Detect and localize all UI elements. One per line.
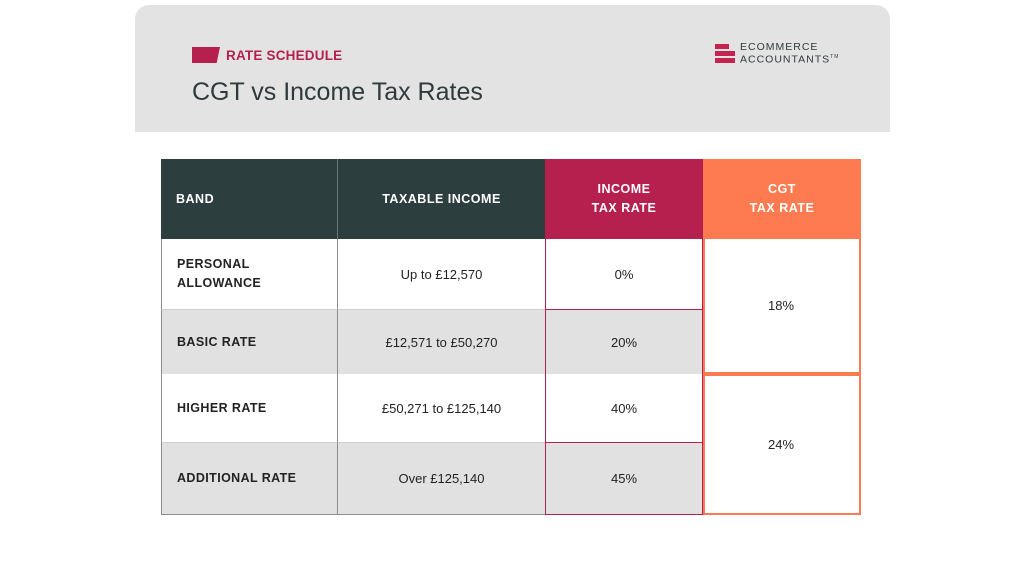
income-personal-allowance: Up to £12,570 xyxy=(337,239,545,309)
rate-additional-rate: 45% xyxy=(545,442,703,515)
page-title: CGT vs Income Tax Rates xyxy=(192,78,483,106)
band-basic-rate: BASIC RATE xyxy=(161,309,337,374)
band-personal-allowance: PERSONAL ALLOWANCE xyxy=(161,239,337,309)
company-logo: ECOMMERCE ACCOUNTANTSTM xyxy=(715,42,839,65)
income-higher-rate: £50,271 to £125,140 xyxy=(337,374,545,442)
rate-schedule-tag: RATE SCHEDULE xyxy=(192,47,342,63)
band-higher-rate: HIGHER RATE xyxy=(161,374,337,442)
band-additional-rate: ADDITIONAL RATE xyxy=(161,442,337,515)
cgt-rate-upper-bands: 24% xyxy=(703,374,861,515)
rate-personal-allowance: 0% xyxy=(545,239,703,309)
tax-rate-table: BAND TAXABLE INCOME INCOME TAX RATE CGT … xyxy=(161,159,861,515)
logo-e-icon xyxy=(715,43,735,63)
cgt-rate-lower-bands: 18% xyxy=(703,239,861,374)
header-taxable-income: TAXABLE INCOME xyxy=(337,159,545,239)
tag-flag-icon xyxy=(192,47,220,63)
trademark-mark: TM xyxy=(830,54,840,60)
income-basic-rate: £12,571 to £50,270 xyxy=(337,309,545,374)
rate-higher-rate: 40% xyxy=(545,374,703,442)
header-card: RATE SCHEDULE CGT vs Income Tax Rates EC… xyxy=(135,5,890,132)
header-band: BAND xyxy=(161,159,337,239)
rate-basic-rate: 20% xyxy=(545,309,703,374)
income-additional-rate: Over £125,140 xyxy=(337,442,545,515)
logo-line-2: ACCOUNTANTS xyxy=(740,53,831,66)
tag-label: RATE SCHEDULE xyxy=(226,47,343,63)
header-cgt-tax-rate: CGT TAX RATE xyxy=(703,159,861,239)
header-income-tax-rate: INCOME TAX RATE xyxy=(545,159,703,239)
logo-line-1: ECOMMERCE xyxy=(740,41,819,53)
